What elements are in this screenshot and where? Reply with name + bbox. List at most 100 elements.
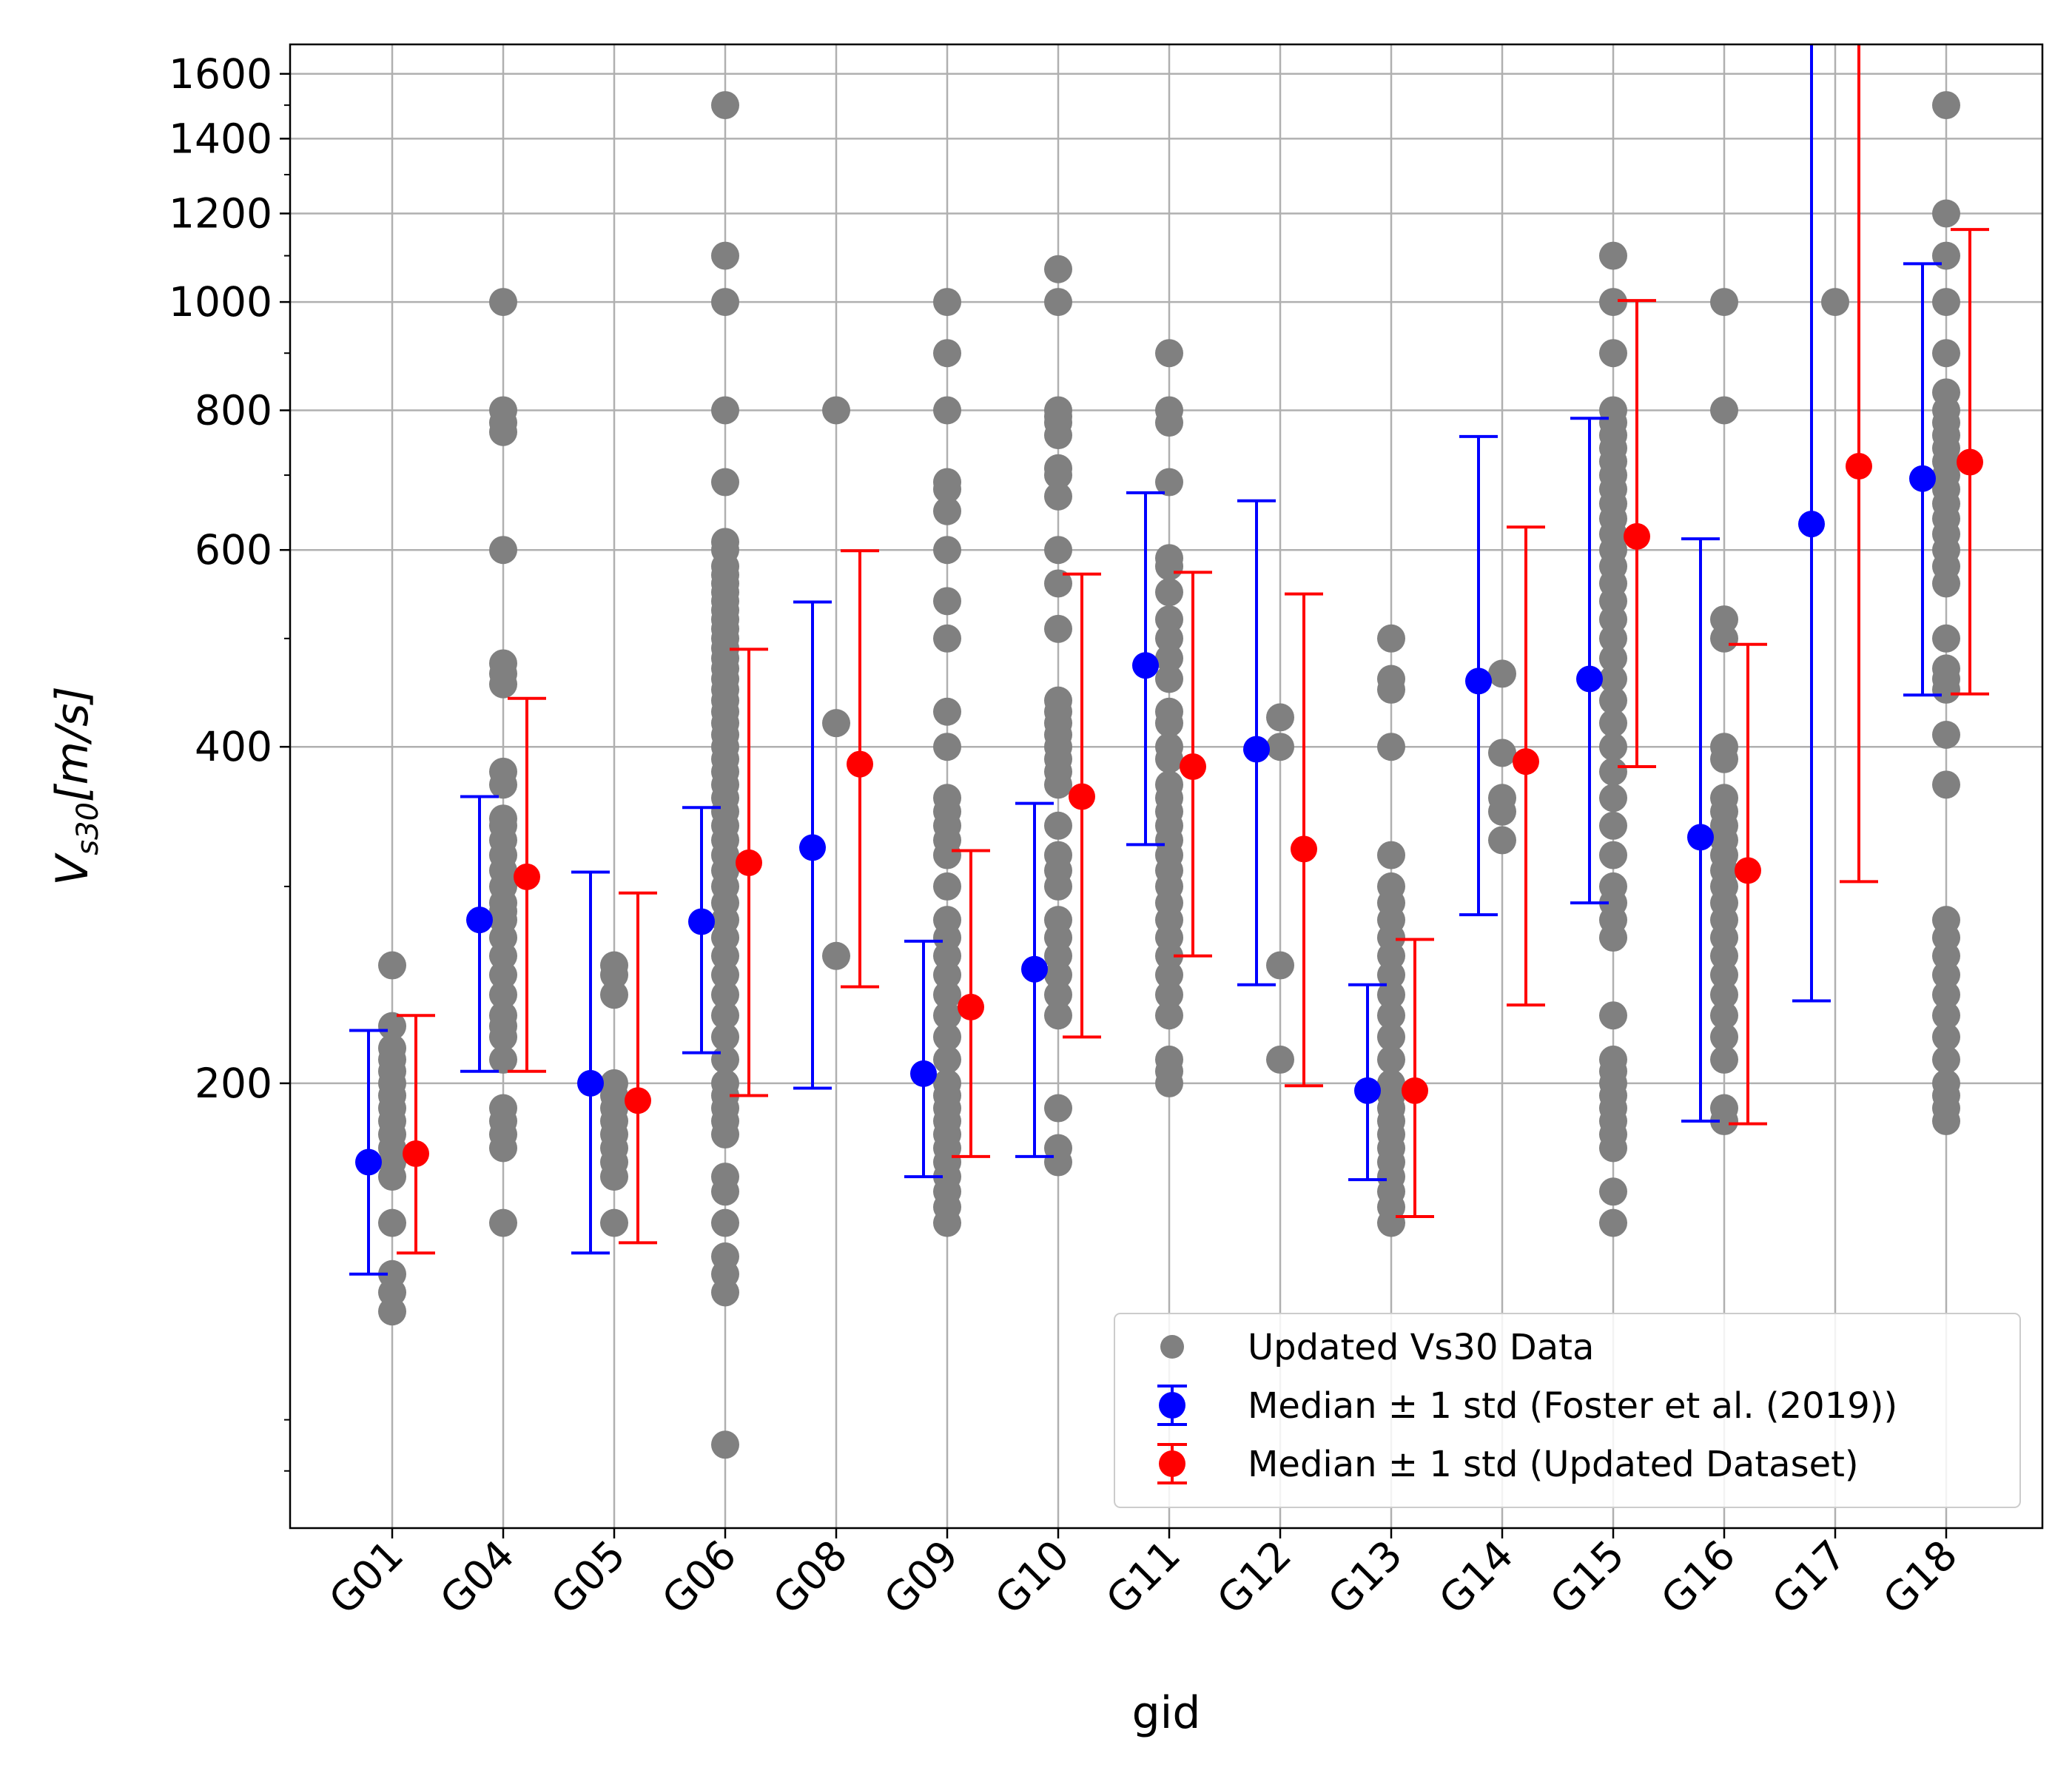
y-tick-label-400: 400 [195,723,272,770]
data-point-G09-5 [933,497,961,525]
data-point-G06-55 [711,1278,739,1307]
data-point-G14-1 [1488,739,1516,767]
data-point-G04-9 [489,770,517,799]
data-point-G12-2 [1266,951,1294,980]
data-point-G14-0 [1488,659,1516,688]
median-foster-G05 [577,1069,604,1097]
median-updated-G16 [1735,857,1761,884]
y-tick-label-800: 800 [195,386,272,434]
scatter-points [378,91,1960,1459]
data-point-G11-5 [1155,552,1183,581]
legend-marker-foster [1159,1392,1185,1419]
data-point-G08-0 [822,396,850,425]
median-foster-G16 [1687,824,1714,851]
median-foster-G12 [1243,736,1270,763]
data-point-G13-11 [1377,980,1405,1009]
median-updated-G05 [625,1087,651,1114]
data-point-G18-30 [1932,1001,1960,1030]
data-point-G13-13 [1377,1023,1405,1052]
data-point-G18-1 [1932,199,1960,228]
data-point-G04-25 [489,1023,517,1052]
data-point-G04-0 [489,288,517,317]
data-point-G10-1 [1044,288,1072,317]
data-point-G06-0 [711,91,739,120]
x-tick-label-G12: G12 [1208,1531,1300,1624]
data-point-G18-18 [1932,569,1960,598]
legend-entry-foster: Median ± 1 std (Foster et al. (2019)) [1157,1385,1897,1427]
data-point-G09-24 [933,1045,961,1074]
data-point-G18-31 [1932,1023,1960,1052]
legend-label-updated: Median ± 1 std (Updated Dataset) [1248,1444,1859,1485]
data-point-G09-1 [933,339,961,368]
data-point-G11-28 [1155,980,1183,1009]
data-point-G16-3 [1710,624,1738,653]
y-tick-label-1000: 1000 [169,278,272,326]
plot-frame [289,43,2044,1530]
legend-entry-data: Updated Vs30 Data [1160,1327,1594,1368]
data-point-G15-23 [1599,733,1627,761]
data-point-G11-6 [1155,578,1183,607]
median-updated-G18 [1957,448,1983,476]
data-point-G15-19 [1599,644,1627,673]
data-point-G13-10 [1377,961,1405,989]
median-updated-G10 [1069,783,1095,810]
median-foster-G11 [1132,652,1159,679]
data-point-G05-11 [600,1208,628,1237]
data-point-G18-4 [1932,339,1960,368]
data-point-G18-2 [1932,241,1960,270]
data-point-G15-18 [1599,624,1627,653]
data-point-G10-0 [1044,255,1072,283]
data-point-G10-20 [1044,811,1072,840]
data-point-G15-2 [1599,339,1627,368]
data-point-G09-15 [933,841,961,870]
data-point-G11-8 [1155,624,1183,653]
median-foster-G08 [799,834,826,861]
x-tick-label-G13: G13 [1319,1531,1411,1624]
x-tick-label-G06: G06 [653,1531,745,1624]
data-point-G14-4 [1488,826,1516,855]
data-point-G18-0 [1932,91,1960,120]
y-tick-label-200: 200 [195,1060,272,1107]
data-point-G16-23 [1710,1107,1738,1136]
data-point-G09-16 [933,872,961,901]
data-point-G15-32 [1599,1001,1627,1030]
data-point-G16-21 [1710,1045,1738,1074]
x-tick-label-G05: G05 [542,1531,634,1624]
x-tick-label-G09: G09 [875,1531,967,1624]
data-point-G05-1 [600,961,628,989]
median-updated-G17 [1846,453,1872,480]
median-foster-G15 [1576,665,1603,693]
data-point-G10-9 [1044,536,1072,565]
data-point-G04-3 [489,417,517,446]
data-point-G04-31 [489,1208,517,1237]
median-updated-G14 [1513,748,1539,776]
data-point-G06-43 [711,1023,739,1052]
data-point-G11-32 [1155,1069,1183,1097]
x-axis-label: gid [1132,1687,1201,1739]
data-point-G13-0 [1377,624,1405,653]
median-foster-G17 [1798,511,1825,538]
data-point-G01-16 [378,1297,406,1326]
x-tick-label-G16: G16 [1652,1531,1744,1624]
data-point-G06-52 [711,1208,739,1237]
legend-label-data: Updated Vs30 Data [1248,1327,1594,1368]
median-updated-G04 [514,863,540,890]
data-point-G15-31 [1599,924,1627,952]
x-tick-label-G17: G17 [1763,1531,1855,1624]
median-foster-G10 [1021,955,1048,983]
data-point-G12-3 [1266,1045,1294,1074]
data-point-G18-29 [1932,980,1960,1009]
data-point-G13-25 [1377,1208,1405,1237]
data-point-G18-36 [1932,1107,1960,1136]
legend-entry-updated: Median ± 1 std (Updated Dataset) [1157,1443,1859,1485]
data-point-G17-0 [1821,288,1849,317]
x-tick-label-G08: G08 [764,1531,856,1624]
data-point-G18-22 [1932,675,1960,704]
median-errorbars [349,44,1989,1276]
median-updated-G13 [1402,1077,1428,1104]
data-point-G04-4 [489,536,517,565]
data-point-G09-9 [933,697,961,726]
data-point-G09-22 [933,1001,961,1030]
data-point-G18-3 [1932,288,1960,317]
data-point-G05-10 [600,1163,628,1191]
